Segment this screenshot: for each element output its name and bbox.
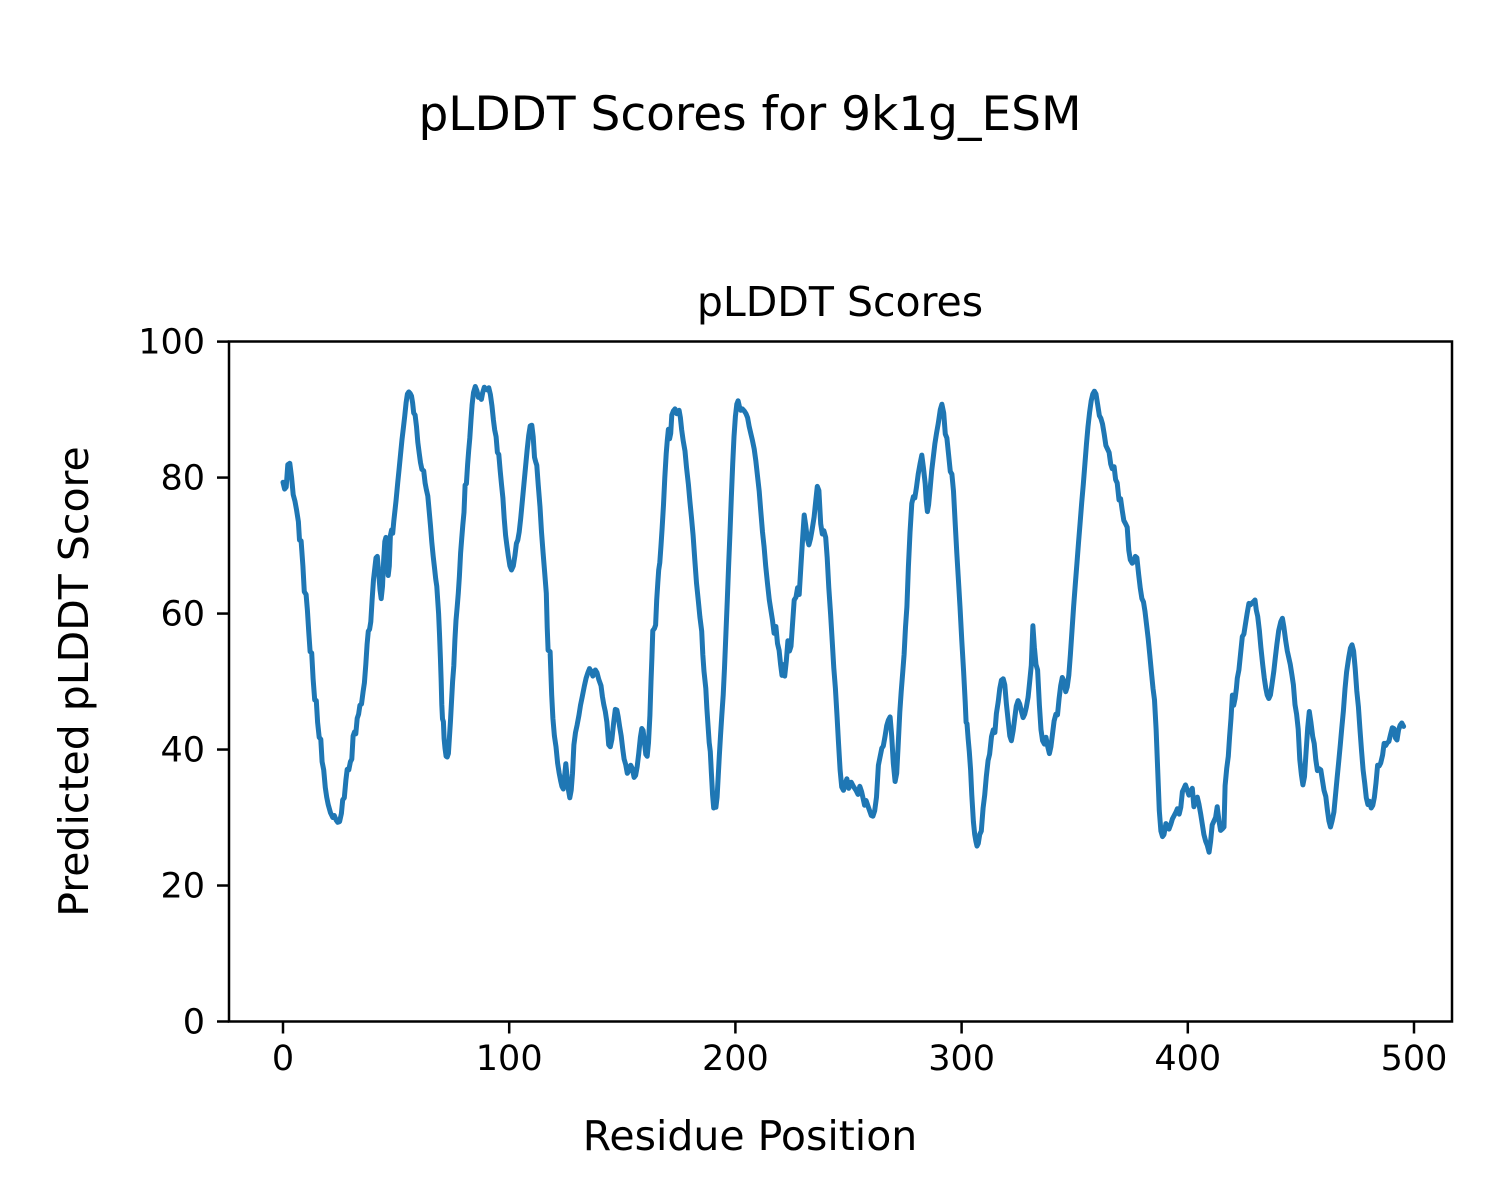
y-tick-label-100: 100 [138, 323, 205, 363]
y-tick-label-20: 20 [160, 867, 205, 907]
y-axis-label: Predicted pLDDT Score [50, 446, 98, 916]
plddt-series-line [280, 384, 1407, 855]
y-tick-label-80: 80 [160, 459, 205, 499]
x-tick-label-300: 300 [928, 1039, 995, 1079]
x-tick-label-100: 100 [476, 1039, 543, 1079]
figure-suptitle: pLDDT Scores for 9k1g_ESM [418, 87, 1081, 142]
x-axis-label: Residue Position [583, 1112, 918, 1160]
x-tick-label-0: 0 [272, 1039, 294, 1079]
y-tick-label-60: 60 [160, 595, 205, 635]
x-tick-label-400: 400 [1154, 1039, 1221, 1079]
x-tick-label-200: 200 [702, 1039, 769, 1079]
y-tick-label-40: 40 [160, 731, 205, 771]
series-layer [280, 384, 1407, 855]
y-tick-label-0: 0 [183, 1003, 205, 1043]
axes-layer: 0 100 200 300 400 500 0 20 40 60 80 100 [138, 323, 1454, 1079]
x-tick-label-500: 500 [1381, 1039, 1448, 1079]
axes-title: pLDDT Scores [697, 278, 983, 326]
axes-frame [227, 340, 1454, 1023]
